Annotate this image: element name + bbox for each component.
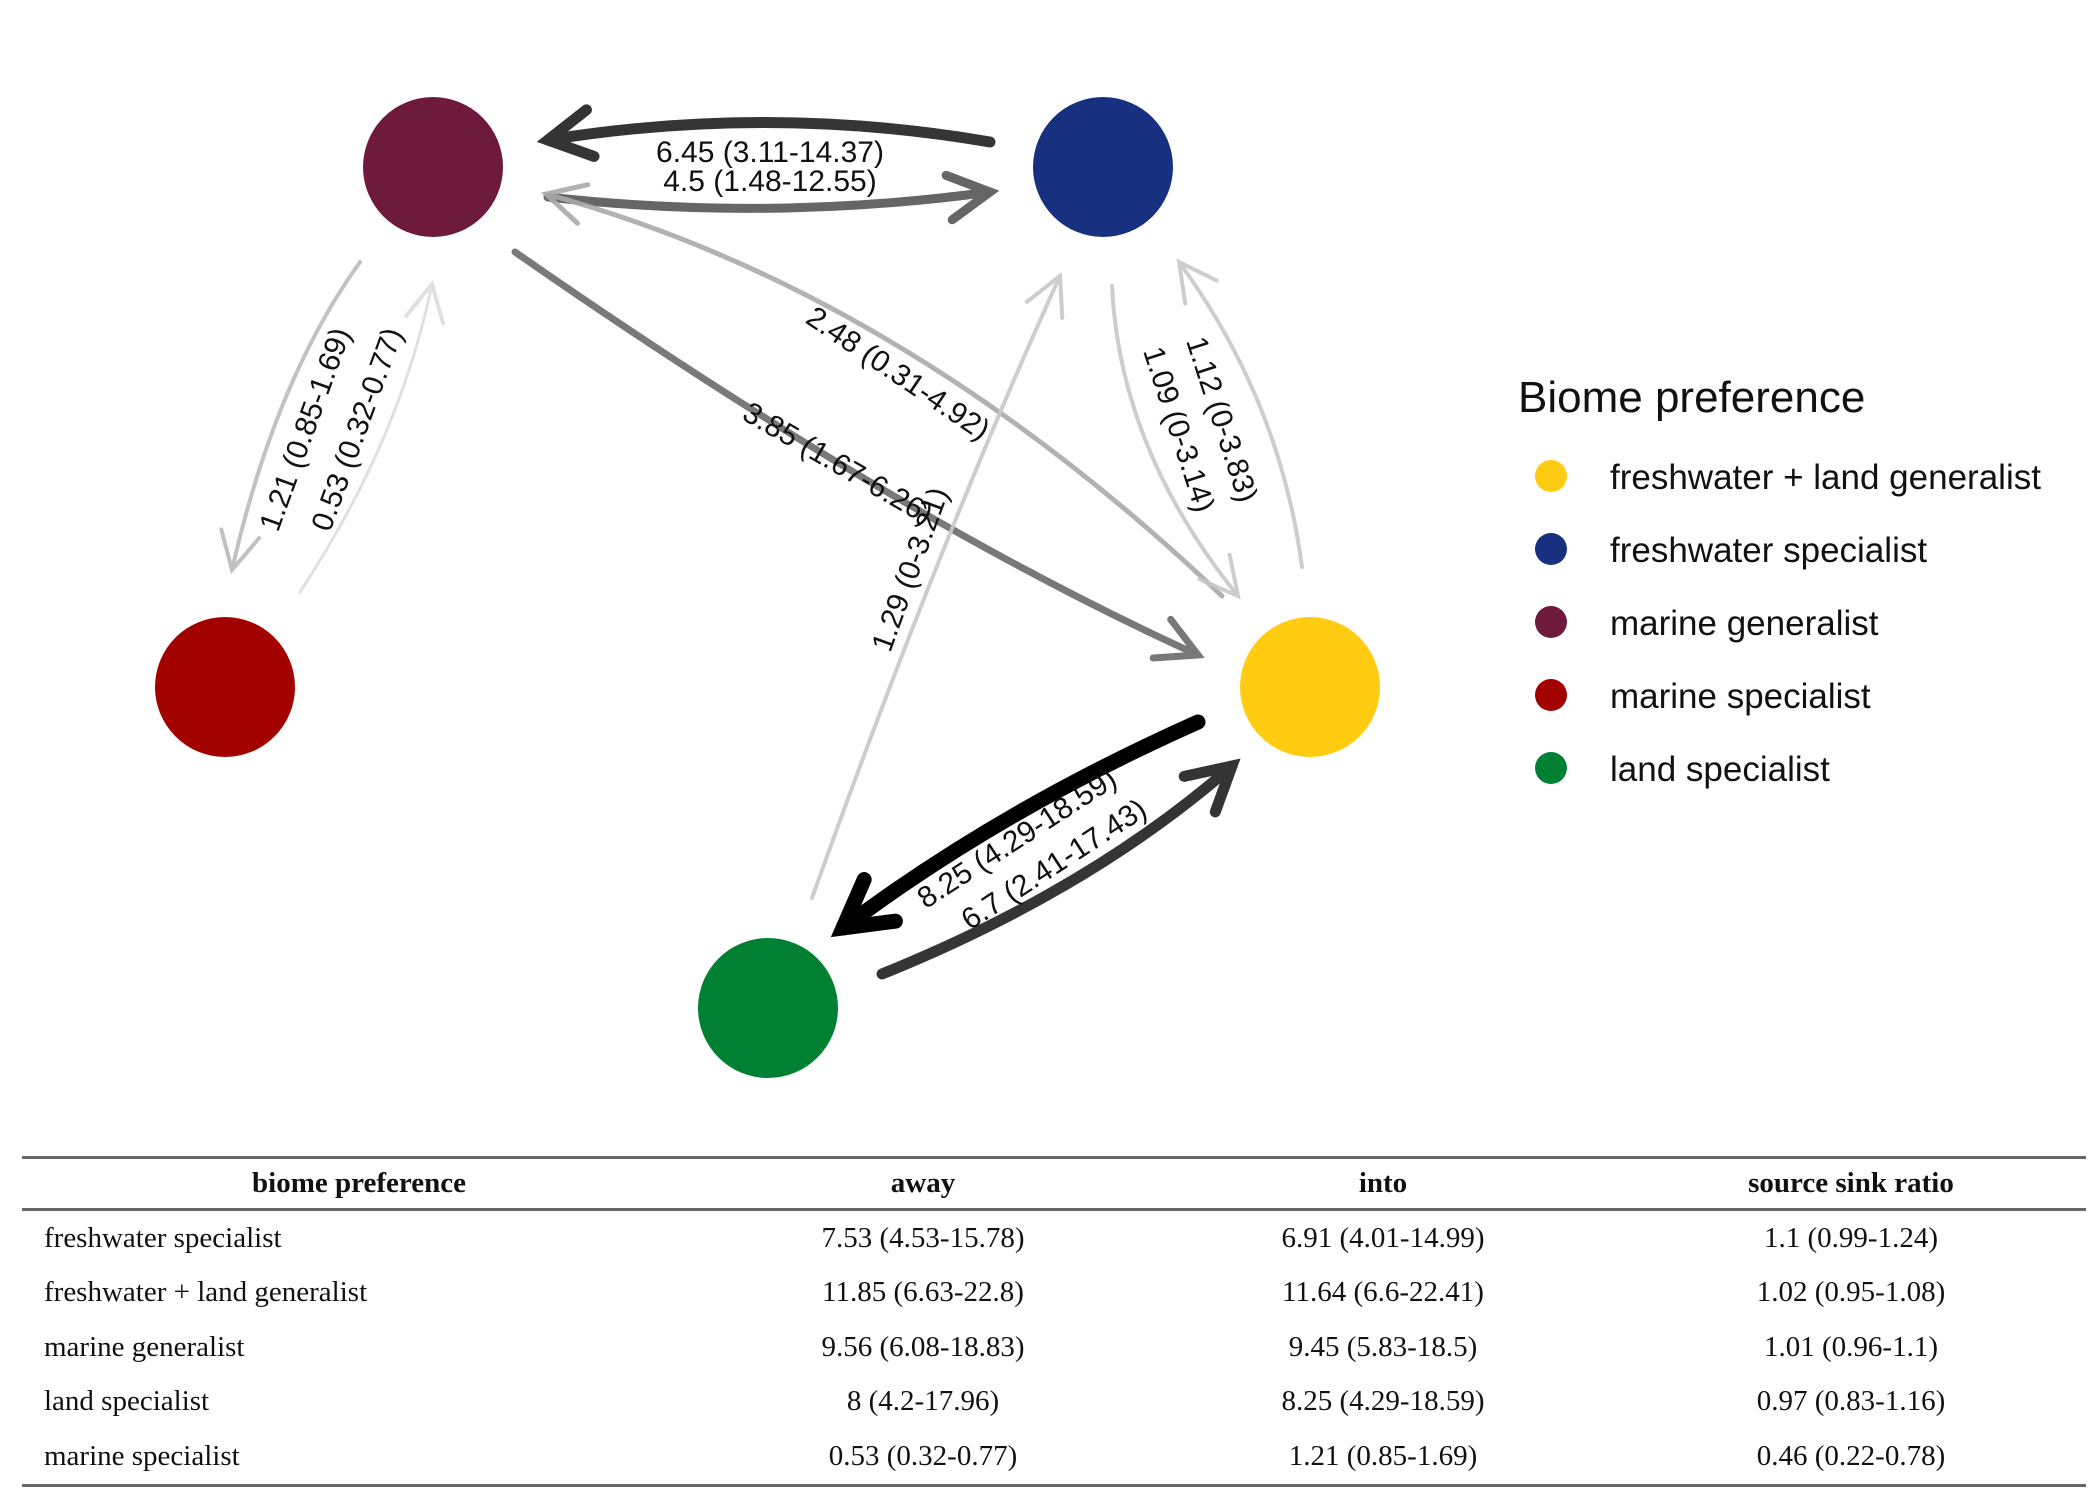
edge-line <box>835 714 1206 936</box>
legend-label: marine generalist <box>1610 604 1879 643</box>
legend-swatch <box>1535 533 1567 565</box>
marine-generalist-node <box>363 97 503 237</box>
arrowhead-icon <box>536 104 600 162</box>
legend-label: land specialist <box>1610 750 1830 789</box>
cell-biome: marine specialist <box>44 1439 240 1472</box>
arrowhead-icon <box>404 279 446 326</box>
table-row: freshwater + land generalist 11.85 (6.63… <box>22 1266 2086 1321</box>
edge-rate-label: 6.45 (3.11-14.37) <box>656 136 884 169</box>
edge-marine_spec-to-marine_gen <box>298 279 446 594</box>
legend-swatch <box>1535 606 1567 638</box>
legend-item-marine-specialist: marine specialist <box>1535 677 1871 716</box>
edge-line <box>1110 284 1240 598</box>
table-row: marine specialist 0.53 (0.32-0.77) 1.21 … <box>22 1429 2086 1485</box>
arrowhead-icon <box>540 182 591 226</box>
edge-line <box>1177 260 1304 569</box>
legend-swatch <box>1535 460 1567 492</box>
arrowhead-icon <box>1197 552 1241 600</box>
arrowhead-icon <box>941 170 1000 225</box>
cell-ratio: 0.97 (0.83-1.16) <box>1756 1385 1946 1418</box>
marine-specialist-node <box>155 617 295 757</box>
legend-swatch <box>1535 752 1567 784</box>
edge-land-to-fw_land <box>876 758 1241 980</box>
cell-biome: land specialist <box>44 1385 210 1418</box>
cell-into: 6.91 (4.01-14.99) <box>1281 1221 1485 1254</box>
edge-fw_land-to-marine_gen <box>540 182 1225 599</box>
arrowhead-icon <box>1024 272 1065 320</box>
rates-summary-table: biome preference away into source sink r… <box>22 1156 2086 1487</box>
arrowhead-icon <box>1176 258 1219 306</box>
freshwater-land-generalist-node <box>1240 617 1380 757</box>
cell-away: 7.53 (4.53-15.78) <box>821 1221 1025 1254</box>
legend-item-freshwater-land-generalist: freshwater + land generalist <box>1535 458 2041 497</box>
legend-swatch <box>1535 679 1567 711</box>
edge-marine_gen-to-freshwater <box>543 170 1000 225</box>
edge-freshwater-to-fw_land <box>1110 284 1241 600</box>
freshwater-specialist-node <box>1033 97 1173 237</box>
legend: Biome preference freshwater + land gener… <box>1518 373 2041 789</box>
arrowhead-icon <box>1149 615 1205 662</box>
table-row: marine generalist 9.56 (6.08-18.83) 9.45… <box>22 1320 2086 1375</box>
header-into: into <box>1358 1167 1408 1199</box>
edge-land-to-freshwater <box>810 272 1065 900</box>
edge-marine_gen-to-fw_land <box>511 248 1205 662</box>
legend-item-freshwater-specialist: freshwater specialist <box>1535 531 1927 570</box>
cell-biome: marine generalist <box>44 1330 245 1363</box>
edge-line <box>810 274 1062 900</box>
edge-line <box>298 282 434 594</box>
header-source-sink-ratio: source sink ratio <box>1748 1167 1954 1199</box>
legend-title: Biome preference <box>1518 373 1865 422</box>
cell-biome: freshwater specialist <box>44 1221 282 1254</box>
nodes-layer <box>155 97 1380 1078</box>
land-specialist-node <box>698 938 838 1078</box>
legend-label: freshwater + land generalist <box>1610 458 2041 497</box>
edge-rate-label: 3.85 (1.67-6.26) <box>737 396 938 531</box>
edge-line <box>876 760 1238 980</box>
cell-ratio: 1.02 (0.95-1.08) <box>1756 1276 1946 1309</box>
edge-line <box>230 260 362 572</box>
edge-marine_gen-to-marine_spec <box>219 260 362 575</box>
cell-away: 8 (4.2-17.96) <box>846 1385 1000 1418</box>
cell-away: 11.85 (6.63-22.8) <box>822 1276 1024 1309</box>
legend-item-marine-generalist: marine generalist <box>1535 604 1879 643</box>
cell-into: 11.64 (6.6-22.41) <box>1282 1276 1484 1309</box>
legend-label: freshwater specialist <box>1610 531 1927 570</box>
arrowhead-icon <box>1178 758 1241 818</box>
table-row: land specialist 8 (4.2-17.96) 8.25 (4.29… <box>22 1375 2086 1430</box>
cell-biome: freshwater + land generalist <box>44 1276 368 1309</box>
cell-away: 9.56 (6.08-18.83) <box>821 1330 1025 1363</box>
edge-line <box>543 187 995 213</box>
edge-line <box>543 191 1225 599</box>
legend-item-land-specialist: land specialist <box>1535 750 1830 789</box>
edge-rate-label: 2.48 (0.31-4.92) <box>800 300 995 447</box>
header-away: away <box>890 1167 956 1199</box>
cell-into: 1.21 (0.85-1.69) <box>1288 1439 1478 1472</box>
table-header-row: biome preference away into source sink r… <box>22 1157 2086 1210</box>
legend-label: marine specialist <box>1610 677 1871 716</box>
header-biome-preference: biome preference <box>252 1167 466 1199</box>
edge-rate-label: 4.5 (1.48-12.55) <box>663 165 876 198</box>
edge-line <box>511 248 1202 659</box>
edge-fw_land-to-land <box>830 714 1206 938</box>
arrowhead-icon <box>219 527 262 575</box>
cell-ratio: 0.46 (0.22-0.78) <box>1756 1439 1946 1472</box>
arrowhead-icon <box>830 872 903 938</box>
edge-fw_land-to-freshwater <box>1176 258 1304 569</box>
rates-summary-table-wrap: biome preference away into source sink r… <box>22 1156 2086 1487</box>
edges-layer <box>219 104 1304 980</box>
edge-labels-layer: 6.45 (3.11-14.37)4.5 (1.48-12.55)1.21 (0… <box>254 136 1264 937</box>
cell-into: 9.45 (5.83-18.5) <box>1288 1330 1478 1363</box>
cell-away: 0.53 (0.32-0.77) <box>828 1439 1018 1472</box>
edge-freshwater-to-marine_gen <box>536 104 996 162</box>
cell-ratio: 1.1 (0.99-1.24) <box>1764 1221 1938 1254</box>
cell-ratio: 1.01 (0.96-1.1) <box>1764 1330 1938 1363</box>
cell-into: 8.25 (4.29-18.59) <box>1281 1385 1485 1418</box>
edge-line <box>542 117 996 148</box>
table-row: freshwater specialist 7.53 (4.53-15.78) … <box>22 1210 2086 1266</box>
